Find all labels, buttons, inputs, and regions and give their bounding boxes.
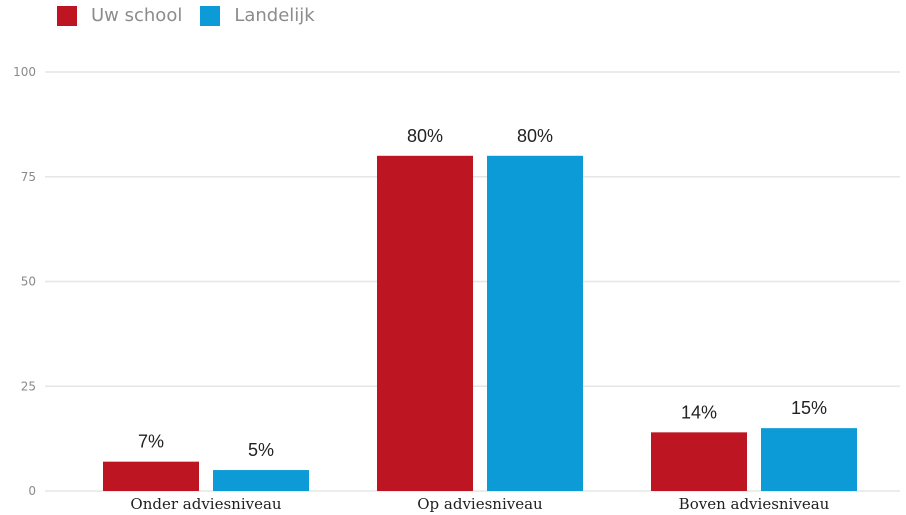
- x-tick-label: Op adviesniveau: [417, 495, 543, 513]
- bar: [377, 155, 473, 492]
- y-tick-label: 75: [21, 170, 36, 184]
- bar: [761, 428, 857, 491]
- data-label: 15%: [791, 398, 827, 418]
- bar: [103, 461, 199, 491]
- legend-swatch-landelijk: [200, 5, 221, 26]
- legend-label-uw-school: Uw school: [91, 5, 183, 26]
- x-tick-label: Boven adviesniveau: [679, 495, 830, 513]
- legend-item-landelijk: Landelijk: [200, 5, 315, 26]
- legend-item-uw-school: Uw school: [57, 5, 182, 26]
- data-label: 7%: [138, 432, 164, 452]
- y-tick-label: 50: [21, 275, 36, 289]
- data-label: 80%: [517, 126, 553, 146]
- legend: Uw school Landelijk: [57, 5, 333, 26]
- data-label: 80%: [407, 126, 443, 146]
- y-tick-label: 25: [21, 379, 36, 393]
- bar: [213, 470, 309, 491]
- bar: [651, 432, 747, 491]
- y-tick-label: 0: [28, 484, 36, 498]
- x-tick-label: Onder adviesniveau: [130, 495, 282, 513]
- bar: [487, 155, 583, 492]
- data-label: 5%: [248, 440, 274, 460]
- data-label: 14%: [681, 402, 717, 422]
- y-tick-label: 100: [13, 65, 36, 79]
- legend-swatch-uw-school: [57, 5, 77, 26]
- legend-label-landelijk: Landelijk: [234, 5, 315, 26]
